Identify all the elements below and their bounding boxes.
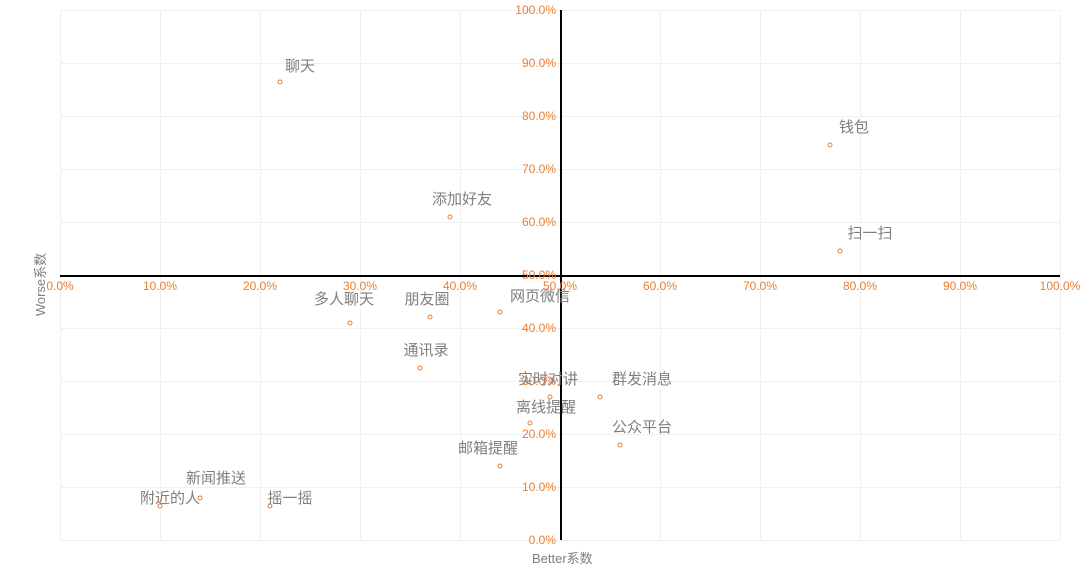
- grid-line: [1060, 10, 1061, 540]
- data-point-label: 扫一扫: [847, 222, 892, 243]
- data-point: [448, 214, 453, 219]
- data-point: [428, 315, 433, 320]
- data-point: [528, 421, 533, 426]
- x-tick-label: 60.0%: [643, 279, 677, 293]
- y-tick-label: 60.0%: [522, 215, 556, 229]
- data-point-label: 通讯录: [403, 339, 448, 360]
- y-tick-label: 100.0%: [515, 3, 556, 17]
- x-tick-label: 70.0%: [743, 279, 777, 293]
- data-point-label: 钱包: [839, 116, 869, 137]
- x-tick-label: 20.0%: [243, 279, 277, 293]
- y-tick-label: 40.0%: [522, 321, 556, 335]
- x-tick-label: 10.0%: [143, 279, 177, 293]
- data-point: [418, 365, 423, 370]
- y-tick-label: 70.0%: [522, 162, 556, 176]
- data-point-label: 聊天: [285, 55, 315, 76]
- data-point-label: 多人聊天: [314, 288, 374, 309]
- data-point-label: 离线提醒: [516, 396, 576, 417]
- y-tick-label: 10.0%: [522, 480, 556, 494]
- y-tick-label: 80.0%: [522, 109, 556, 123]
- plot-area: 0.0%10.0%20.0%30.0%40.0%50.0%60.0%70.0%8…: [60, 10, 1060, 540]
- data-point: [838, 249, 843, 254]
- data-point: [598, 394, 603, 399]
- data-point-label: 公众平台: [612, 416, 672, 437]
- y-tick-label: 50.0%: [522, 268, 556, 282]
- data-point-label: 网页微信: [510, 285, 570, 306]
- scatter-chart: Worse系数 Better系数 0.0%10.0%20.0%30.0%40.0…: [0, 0, 1080, 579]
- data-point-label: 附近的人: [140, 487, 200, 508]
- y-tick-label: 0.0%: [529, 533, 556, 547]
- data-point: [498, 310, 503, 315]
- data-point-label: 实时对讲: [518, 368, 578, 389]
- data-point-label: 添加好友: [432, 188, 492, 209]
- y-tick-label: 90.0%: [522, 56, 556, 70]
- x-tick-label: 80.0%: [843, 279, 877, 293]
- grid-line: [60, 540, 1060, 541]
- y-axis-line: [560, 10, 562, 540]
- x-axis-title: Better系数: [532, 548, 593, 567]
- data-point-label: 新闻推送: [186, 467, 246, 488]
- x-tick-label: 100.0%: [1040, 279, 1080, 293]
- data-point-label: 群发消息: [612, 368, 672, 389]
- data-point: [278, 79, 283, 84]
- x-tick-label: 90.0%: [943, 279, 977, 293]
- y-tick-label: 20.0%: [522, 427, 556, 441]
- data-point-label: 朋友圈: [404, 288, 449, 309]
- data-point: [498, 463, 503, 468]
- data-point-label: 摇一摇: [267, 487, 312, 508]
- data-point: [618, 442, 623, 447]
- data-point-label: 邮箱提醒: [458, 437, 518, 458]
- data-point: [348, 320, 353, 325]
- x-tick-label: 0.0%: [46, 279, 73, 293]
- data-point: [828, 143, 833, 148]
